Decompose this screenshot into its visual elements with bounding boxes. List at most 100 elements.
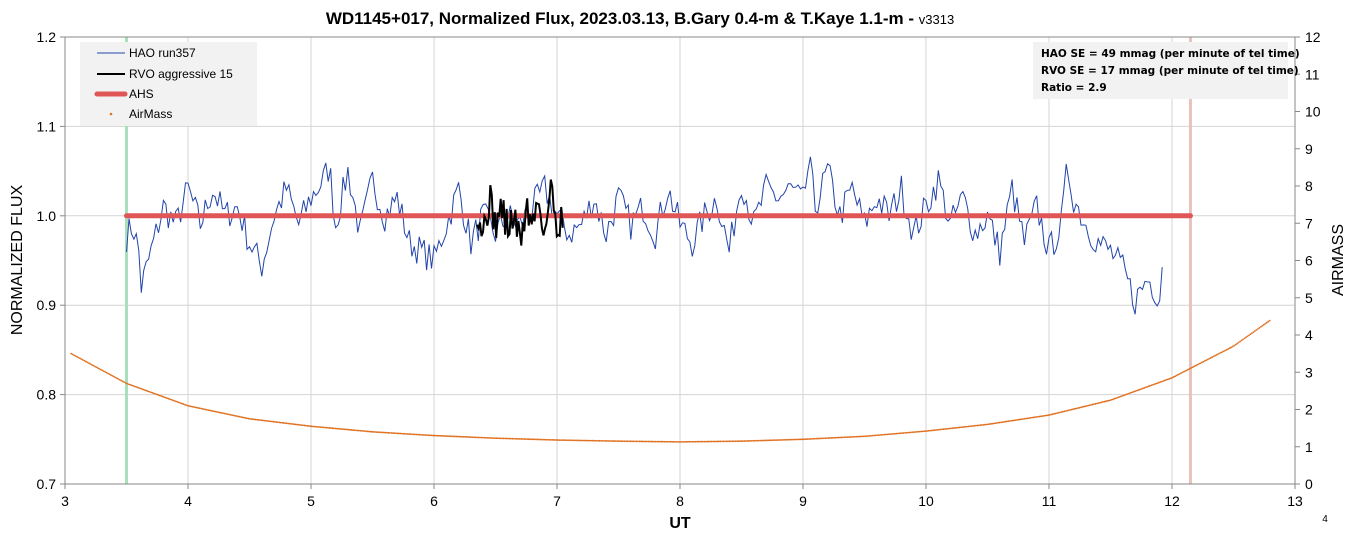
airmass-point-469 (762, 439, 765, 442)
airmass-point-766 (1200, 361, 1203, 364)
airmass-point-468 (761, 439, 763, 442)
airmass-point-458 (746, 440, 749, 442)
airmass-point-305 (520, 438, 523, 440)
airmass-point-769 (1205, 359, 1208, 362)
airmass-point-765 (1199, 362, 1202, 365)
airmass-point-536 (861, 435, 864, 438)
airmass-point-347 (582, 439, 585, 442)
airmass-point-670 (1059, 411, 1061, 414)
airmass-point-557 (892, 432, 895, 435)
airmass-point-722 (1135, 389, 1138, 392)
airmass-point-51 (145, 389, 148, 392)
airmass-point-258 (451, 435, 453, 438)
airmass-point-61 (160, 395, 163, 397)
airmass-point-336 (566, 439, 568, 442)
airmass-point-623 (989, 423, 992, 425)
corner-label: 4 (1322, 514, 1328, 525)
airmass-point-232 (412, 433, 415, 436)
airmass-point-399 (659, 440, 661, 443)
airmass-point-752 (1180, 372, 1183, 375)
airmass-point-172 (324, 426, 326, 429)
airmass-point-350 (586, 439, 589, 442)
y-right-tick-label-4: 4 (1305, 327, 1313, 343)
airmass-point-648 (1026, 417, 1029, 420)
airmass-point-538 (864, 435, 867, 438)
airmass-point-87 (198, 407, 201, 410)
airmass-point-415 (682, 440, 685, 443)
airmass-point-569 (910, 431, 912, 434)
airmass-point-14 (90, 363, 93, 366)
airmass-point-137 (272, 420, 275, 423)
airmass-point-122 (250, 418, 253, 420)
airmass-point-582 (929, 429, 932, 432)
airmass-point-562 (899, 432, 902, 435)
airmass-point-795 (1243, 337, 1246, 340)
airmass-point-736 (1156, 382, 1159, 385)
airmass-point-776 (1215, 354, 1218, 356)
airmass-point-40 (129, 383, 132, 386)
airmass-point-299 (511, 437, 514, 440)
airmass-point-164 (312, 425, 315, 428)
airmass-point-780 (1221, 350, 1224, 353)
airmass-point-21 (101, 369, 104, 372)
airmass-point-151 (293, 423, 295, 426)
airmass-point-130 (262, 419, 264, 422)
airmass-point-478 (775, 439, 778, 441)
y-right-tick-label-3: 3 (1305, 364, 1313, 380)
airmass-point-516 (831, 436, 834, 439)
airmass-point-802 (1254, 330, 1256, 332)
airmass-point-41 (130, 384, 133, 387)
airmass-point-98 (214, 410, 217, 413)
airmass-point-366 (610, 440, 613, 442)
airmass-point-13 (89, 363, 92, 365)
airmass-point-446 (728, 440, 731, 443)
airmass-point-250 (439, 434, 442, 437)
legend: HAO run357 RVO aggressive 15 AHS AirMass (80, 42, 257, 126)
airmass-point-78 (185, 404, 188, 407)
stats-line-hao: HAO SE = 49 mmag (per minute of tel time… (1041, 48, 1300, 60)
airmass-point-583 (930, 429, 933, 432)
airmass-point-39 (127, 383, 130, 386)
airmass-point-700 (1103, 400, 1106, 403)
airmass-point-567 (907, 431, 909, 434)
airmass-point-726 (1141, 387, 1144, 390)
airmass-point-782 (1224, 349, 1227, 352)
airmass-point-714 (1124, 394, 1126, 396)
airmass-point-696 (1097, 402, 1100, 405)
airmass-point-804 (1256, 328, 1259, 330)
airmass-point-128 (259, 419, 261, 421)
airmass-point-712 (1121, 395, 1123, 397)
airmass-point-326 (551, 439, 554, 441)
airmass-point-483 (783, 438, 785, 441)
airmass-point-348 (583, 439, 586, 442)
airmass-point-182 (338, 427, 341, 430)
airmass-point-495 (800, 438, 803, 441)
airmass-point-45 (136, 386, 139, 389)
airmass-point-340 (572, 439, 574, 442)
airmass-point-272 (471, 436, 474, 439)
airmass-point-566 (905, 431, 908, 434)
airmass-point-414 (681, 440, 684, 443)
airmass-point-649 (1028, 417, 1030, 420)
airmass-point-531 (854, 435, 856, 438)
airmass-point-2 (73, 354, 76, 357)
airmass-point-55 (151, 391, 154, 394)
airmass-point-312 (530, 438, 533, 441)
airmass-point-632 (1003, 421, 1005, 423)
airmass-point-357 (597, 439, 599, 442)
airmass-point-692 (1091, 403, 1094, 406)
airmass-point-791 (1237, 341, 1240, 344)
airmass-point-321 (544, 438, 546, 441)
airmass-point-494 (799, 438, 802, 441)
airmass-point-424 (696, 440, 698, 443)
airmass-point-303 (517, 437, 520, 440)
airmass-point-146 (285, 422, 288, 425)
airmass-point-279 (482, 436, 484, 439)
airmass-point-418 (687, 440, 690, 443)
airmass-point-142 (279, 421, 282, 424)
airmass-point-702 (1106, 400, 1109, 402)
airmass-point-174 (327, 426, 329, 429)
airmass-point-528 (849, 436, 852, 438)
airmass-point-673 (1063, 410, 1066, 413)
